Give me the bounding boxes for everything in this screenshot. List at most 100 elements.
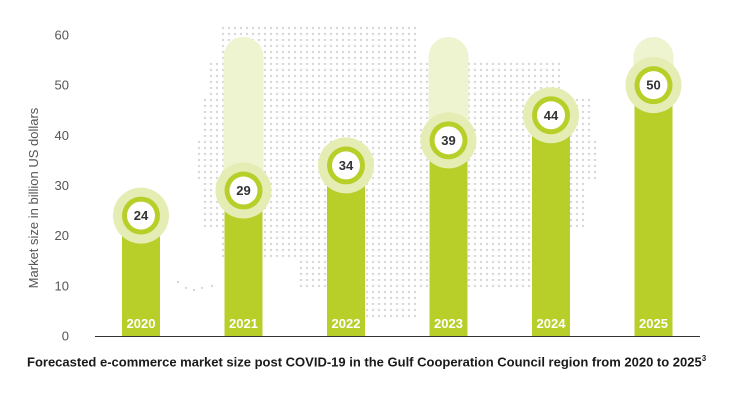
map-dot	[299, 80, 303, 84]
map-dot	[413, 308, 417, 312]
map-dot	[467, 194, 471, 198]
map-dot	[407, 176, 411, 180]
map-dot	[419, 218, 423, 222]
map-dot	[473, 110, 477, 114]
map-dot	[497, 242, 501, 246]
map-dot	[203, 170, 207, 174]
map-dot	[581, 176, 585, 180]
map-dot	[365, 98, 369, 102]
map-dot	[287, 104, 291, 108]
map-dot	[323, 260, 327, 264]
map-dot	[497, 182, 501, 186]
map-dot	[365, 284, 369, 288]
map-dot	[281, 212, 285, 216]
map-dot	[281, 158, 285, 162]
map-dot	[377, 56, 381, 60]
map-dot	[275, 122, 279, 126]
map-dot	[473, 242, 477, 246]
map-dot	[317, 182, 321, 186]
map-dot	[395, 272, 399, 276]
map-dot	[377, 140, 381, 144]
map-dot	[209, 182, 213, 186]
map-dot	[317, 266, 321, 270]
map-dot	[305, 260, 309, 264]
map-dot	[581, 104, 585, 108]
map-dot	[509, 146, 513, 150]
map-dot	[305, 56, 309, 60]
map-dot	[413, 206, 417, 210]
map-dot	[473, 92, 477, 96]
map-dot	[287, 182, 291, 186]
map-dot	[371, 98, 375, 102]
map-dot	[317, 38, 321, 42]
map-dot	[275, 26, 279, 30]
map-dot	[389, 224, 393, 228]
map-dot	[293, 68, 297, 72]
map-dot	[407, 92, 411, 96]
map-dot	[275, 248, 279, 252]
map-dot	[377, 206, 381, 210]
map-dot	[527, 86, 531, 90]
map-dot	[269, 164, 273, 168]
map-dot	[311, 86, 315, 90]
map-dot	[401, 152, 405, 156]
map-dot	[425, 206, 429, 210]
map-dot	[479, 80, 483, 84]
map-dot	[329, 110, 333, 114]
map-dot	[371, 26, 375, 30]
map-dot	[269, 68, 273, 72]
map-dot	[287, 62, 291, 66]
map-dot	[491, 206, 495, 210]
map-dot	[215, 170, 219, 174]
map-dot	[485, 194, 489, 198]
map-dot	[485, 152, 489, 156]
map-dot	[425, 236, 429, 240]
map-dot	[263, 44, 267, 48]
map-dot	[323, 236, 327, 240]
map-dot	[263, 218, 267, 222]
map-dot	[269, 38, 273, 42]
map-dot	[467, 212, 471, 216]
map-dot	[323, 212, 327, 216]
map-dot	[425, 164, 429, 168]
map-dot	[479, 92, 483, 96]
map-dot	[281, 86, 285, 90]
map-dot	[377, 182, 381, 186]
map-dot	[395, 98, 399, 102]
map-dot	[413, 224, 417, 228]
map-dot	[419, 152, 423, 156]
map-dot	[317, 254, 321, 258]
y-tick-label: 0	[62, 329, 69, 344]
map-dot	[383, 152, 387, 156]
map-dot	[287, 50, 291, 54]
map-dot	[311, 272, 315, 276]
map-dot	[371, 92, 375, 96]
map-dot	[395, 146, 399, 150]
map-dot	[269, 248, 273, 252]
map-dot	[383, 128, 387, 132]
map-dot	[509, 278, 513, 282]
map-dot	[305, 140, 309, 144]
map-dot	[239, 32, 243, 36]
map-dot	[575, 164, 579, 168]
map-dot	[371, 242, 375, 246]
map-dot	[365, 140, 369, 144]
map-dot	[419, 254, 423, 258]
map-dot	[293, 38, 297, 42]
map-dot	[287, 146, 291, 150]
map-dot	[287, 152, 291, 156]
map-dot	[317, 194, 321, 198]
map-dot	[401, 284, 405, 288]
map-dot	[341, 104, 345, 108]
map-dot	[515, 254, 519, 258]
map-dot	[383, 302, 387, 306]
map-dot	[407, 152, 411, 156]
map-dot	[389, 176, 393, 180]
map-dot	[587, 170, 591, 174]
map-dot	[389, 200, 393, 204]
map-dot	[587, 104, 591, 108]
map-dot	[263, 50, 267, 54]
map-dot	[575, 158, 579, 162]
map-dot	[401, 122, 405, 126]
map-dot	[569, 206, 573, 210]
